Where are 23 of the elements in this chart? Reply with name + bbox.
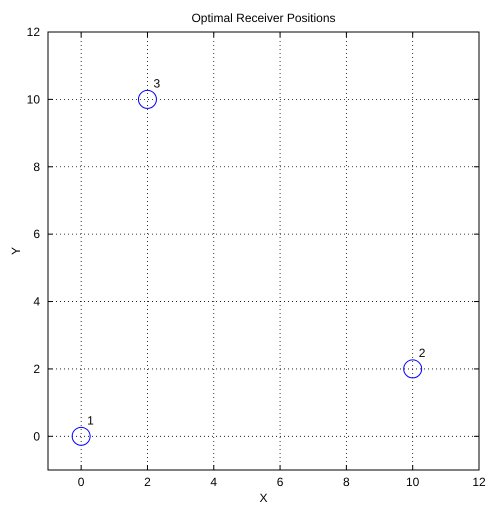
annotation: 1 <box>87 413 94 428</box>
y-tick-label: 0 <box>33 429 40 444</box>
x-tick-label: 10 <box>406 475 420 489</box>
x-tick-label: 2 <box>144 475 152 489</box>
x-tick-label: 0 <box>78 475 85 489</box>
y-axis-title: Y <box>9 246 23 256</box>
x-tick-label: 8 <box>343 475 350 489</box>
y-tick-label: 4 <box>33 294 40 309</box>
y-tick-label: 10 <box>26 92 40 106</box>
x-tick-label: 12 <box>472 475 486 489</box>
x-tick-label: 6 <box>276 475 284 489</box>
y-tick-label: 12 <box>26 25 40 39</box>
annotation: 3 <box>153 76 160 90</box>
y-tick-label: 6 <box>33 227 40 242</box>
y-tick-label: 2 <box>33 362 40 376</box>
point <box>403 359 422 378</box>
x-axis-title: X <box>259 491 268 505</box>
chart-title: Optimal Receiver Positions <box>191 11 336 25</box>
point <box>138 90 157 109</box>
y-tick-label: 8 <box>33 160 40 174</box>
x-tick-label: 4 <box>210 475 218 489</box>
point <box>72 426 91 446</box>
annotation: 2 <box>418 346 426 360</box>
